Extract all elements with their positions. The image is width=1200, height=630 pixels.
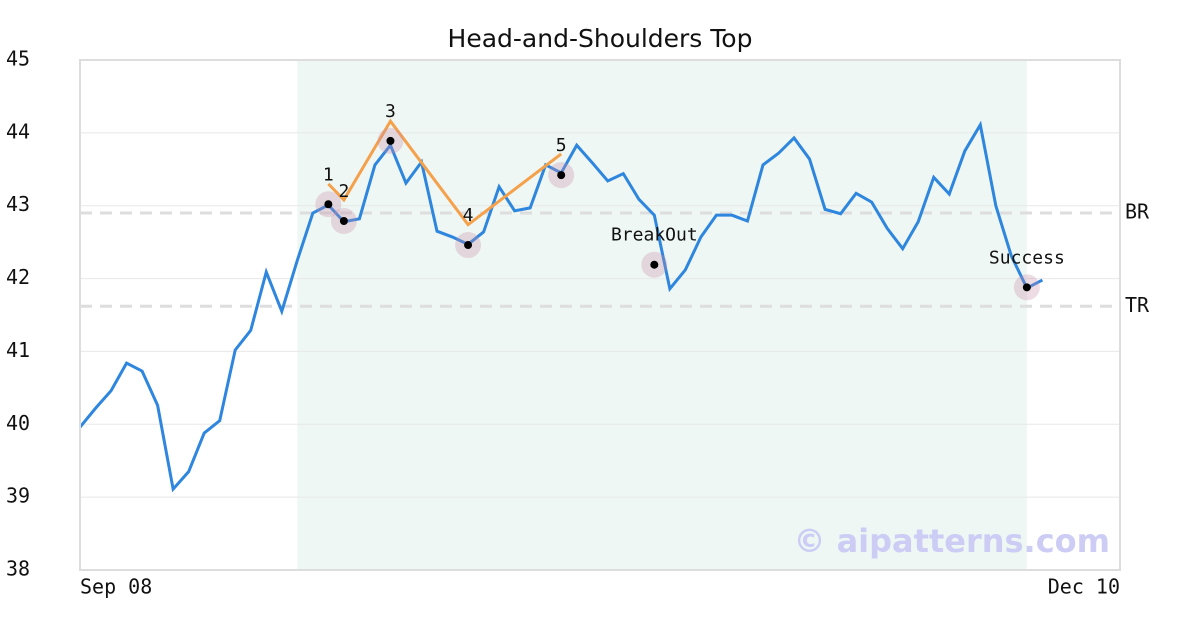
point [557, 171, 566, 180]
y-tick-label: 38 [6, 557, 30, 581]
point-label: Success [989, 247, 1065, 268]
point [386, 136, 395, 145]
level-label: BR [1125, 200, 1150, 224]
plot-border [79, 59, 1121, 571]
point-label: 2 [338, 181, 349, 202]
point [1022, 283, 1031, 292]
point-label: 4 [463, 205, 474, 226]
y-tick-label: 43 [6, 192, 30, 216]
x-tick-label: Sep 08 [80, 575, 152, 599]
point-label: 1 [323, 164, 334, 185]
y-tick-label: 39 [6, 484, 30, 508]
highlight-region [297, 60, 1027, 570]
point [339, 217, 348, 226]
point [324, 200, 333, 209]
y-tick-label: 42 [6, 265, 30, 289]
y-tick-label: 41 [6, 338, 30, 362]
y-tick-label: 45 [6, 47, 30, 71]
x-tick-label: Dec 10 [1048, 575, 1120, 599]
y-tick-label: 44 [6, 119, 30, 143]
y-tick-label: 40 [6, 411, 30, 435]
point-label: BreakOut [611, 225, 698, 246]
level-label: TR [1125, 293, 1150, 317]
point [464, 241, 473, 250]
pattern-line [327, 118, 563, 227]
point-label: 5 [556, 135, 567, 156]
chart-title: Head-and-Shoulders Top [448, 24, 753, 53]
point [650, 260, 659, 269]
watermark: © aipatterns.com [793, 522, 1110, 560]
point-label: 3 [385, 101, 396, 122]
